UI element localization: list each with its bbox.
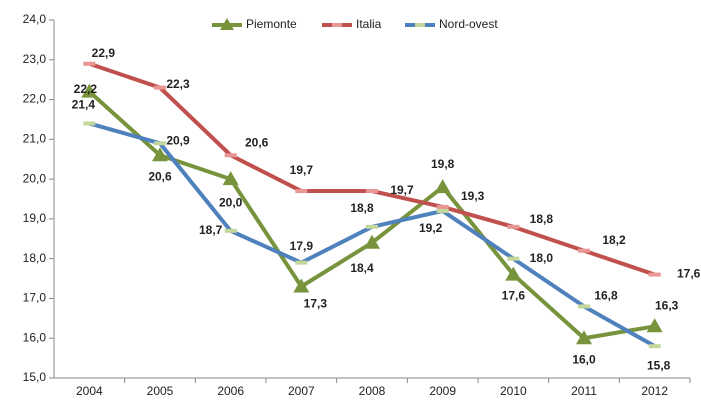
y-tick-label: 21,0: [23, 132, 47, 146]
y-tick-label: 15,0: [23, 370, 47, 384]
data-label: 15,8: [647, 358, 671, 372]
y-tick-label: 24,0: [23, 12, 47, 26]
marker: [295, 260, 308, 265]
marker: [293, 278, 310, 293]
data-label: 18,2: [602, 233, 626, 247]
marker: [648, 344, 661, 349]
marker: [436, 204, 449, 209]
y-tick-label: 17,0: [23, 291, 47, 305]
data-label: 17,6: [677, 267, 701, 281]
data-label: 18,8: [350, 201, 374, 215]
legend-marker: [220, 18, 234, 30]
marker: [154, 141, 166, 146]
marker: [507, 224, 520, 229]
legend-label: Piemonte: [246, 17, 297, 31]
marker: [224, 228, 237, 233]
x-tick-label: 2008: [359, 384, 386, 398]
marker: [505, 266, 522, 281]
marker: [578, 248, 590, 253]
marker: [295, 189, 308, 194]
data-label: 19,8: [431, 157, 455, 171]
data-label: 21,4: [72, 98, 96, 112]
marker: [154, 85, 166, 90]
data-label: 22,9: [92, 46, 116, 60]
marker: [578, 304, 590, 309]
x-tick-label: 2012: [641, 384, 668, 398]
marker: [434, 179, 451, 194]
marker: [507, 256, 520, 261]
data-label: 20,6: [148, 169, 172, 183]
marker: [366, 189, 378, 194]
marker: [222, 171, 239, 186]
marker: [152, 147, 168, 162]
marker: [436, 208, 449, 213]
data-label: 22,2: [74, 82, 98, 96]
y-tick-label: 23,0: [23, 52, 47, 66]
legend-label: Italia: [356, 17, 382, 31]
x-tick-label: 2005: [147, 384, 174, 398]
marker: [576, 330, 592, 345]
x-tick-label: 2010: [500, 384, 527, 398]
data-label: 17,9: [290, 239, 314, 253]
marker: [224, 153, 237, 158]
data-label: 20,6: [245, 135, 269, 149]
y-tick-label: 22,0: [23, 92, 47, 106]
x-tick-label: 2011: [571, 384, 597, 398]
data-label: 19,7: [290, 163, 314, 177]
x-tick-label: 2009: [429, 384, 456, 398]
y-tick-label: 16,0: [23, 330, 47, 344]
data-label: 17,6: [502, 289, 526, 303]
data-label: 19,7: [390, 183, 414, 197]
marker: [364, 234, 380, 249]
legend-marker: [332, 23, 342, 27]
legend-label: Nord-ovest: [439, 17, 498, 31]
data-label: 16,3: [655, 298, 679, 312]
marker: [646, 318, 663, 333]
data-label: 18,8: [530, 212, 554, 226]
y-tick-label: 18,0: [23, 251, 47, 265]
x-tick-label: 2006: [217, 384, 244, 398]
marker: [81, 83, 98, 98]
data-label: 16,0: [572, 352, 596, 366]
data-label: 18,7: [199, 223, 223, 237]
marker: [648, 272, 661, 277]
x-tick-label: 2004: [76, 384, 103, 398]
x-tick-label: 2007: [288, 384, 315, 398]
data-label: 18,4: [350, 261, 374, 275]
data-label: 17,3: [304, 297, 328, 311]
marker: [83, 61, 96, 66]
data-label: 20,0: [219, 195, 243, 209]
data-label: 20,9: [166, 133, 190, 147]
legend-marker: [415, 23, 425, 27]
data-label: 18,0: [530, 251, 554, 265]
marker: [366, 224, 378, 229]
data-label: 16,8: [594, 289, 618, 303]
marker: [83, 121, 96, 126]
data-label: 22,3: [166, 77, 190, 91]
y-tick-label: 20,0: [23, 171, 47, 185]
y-tick-label: 19,0: [23, 211, 47, 225]
data-label: 19,3: [461, 189, 485, 203]
data-label: 19,2: [419, 221, 443, 235]
